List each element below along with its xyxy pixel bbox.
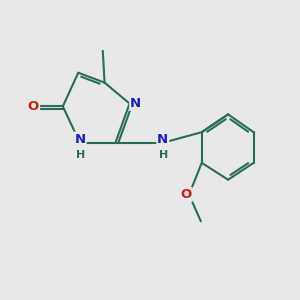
Text: H: H [76, 150, 86, 161]
Text: O: O [28, 100, 39, 113]
Text: O: O [181, 188, 192, 201]
Text: N: N [74, 133, 86, 146]
Text: H: H [159, 150, 168, 160]
Text: N: N [130, 97, 141, 110]
Text: N: N [157, 133, 168, 146]
